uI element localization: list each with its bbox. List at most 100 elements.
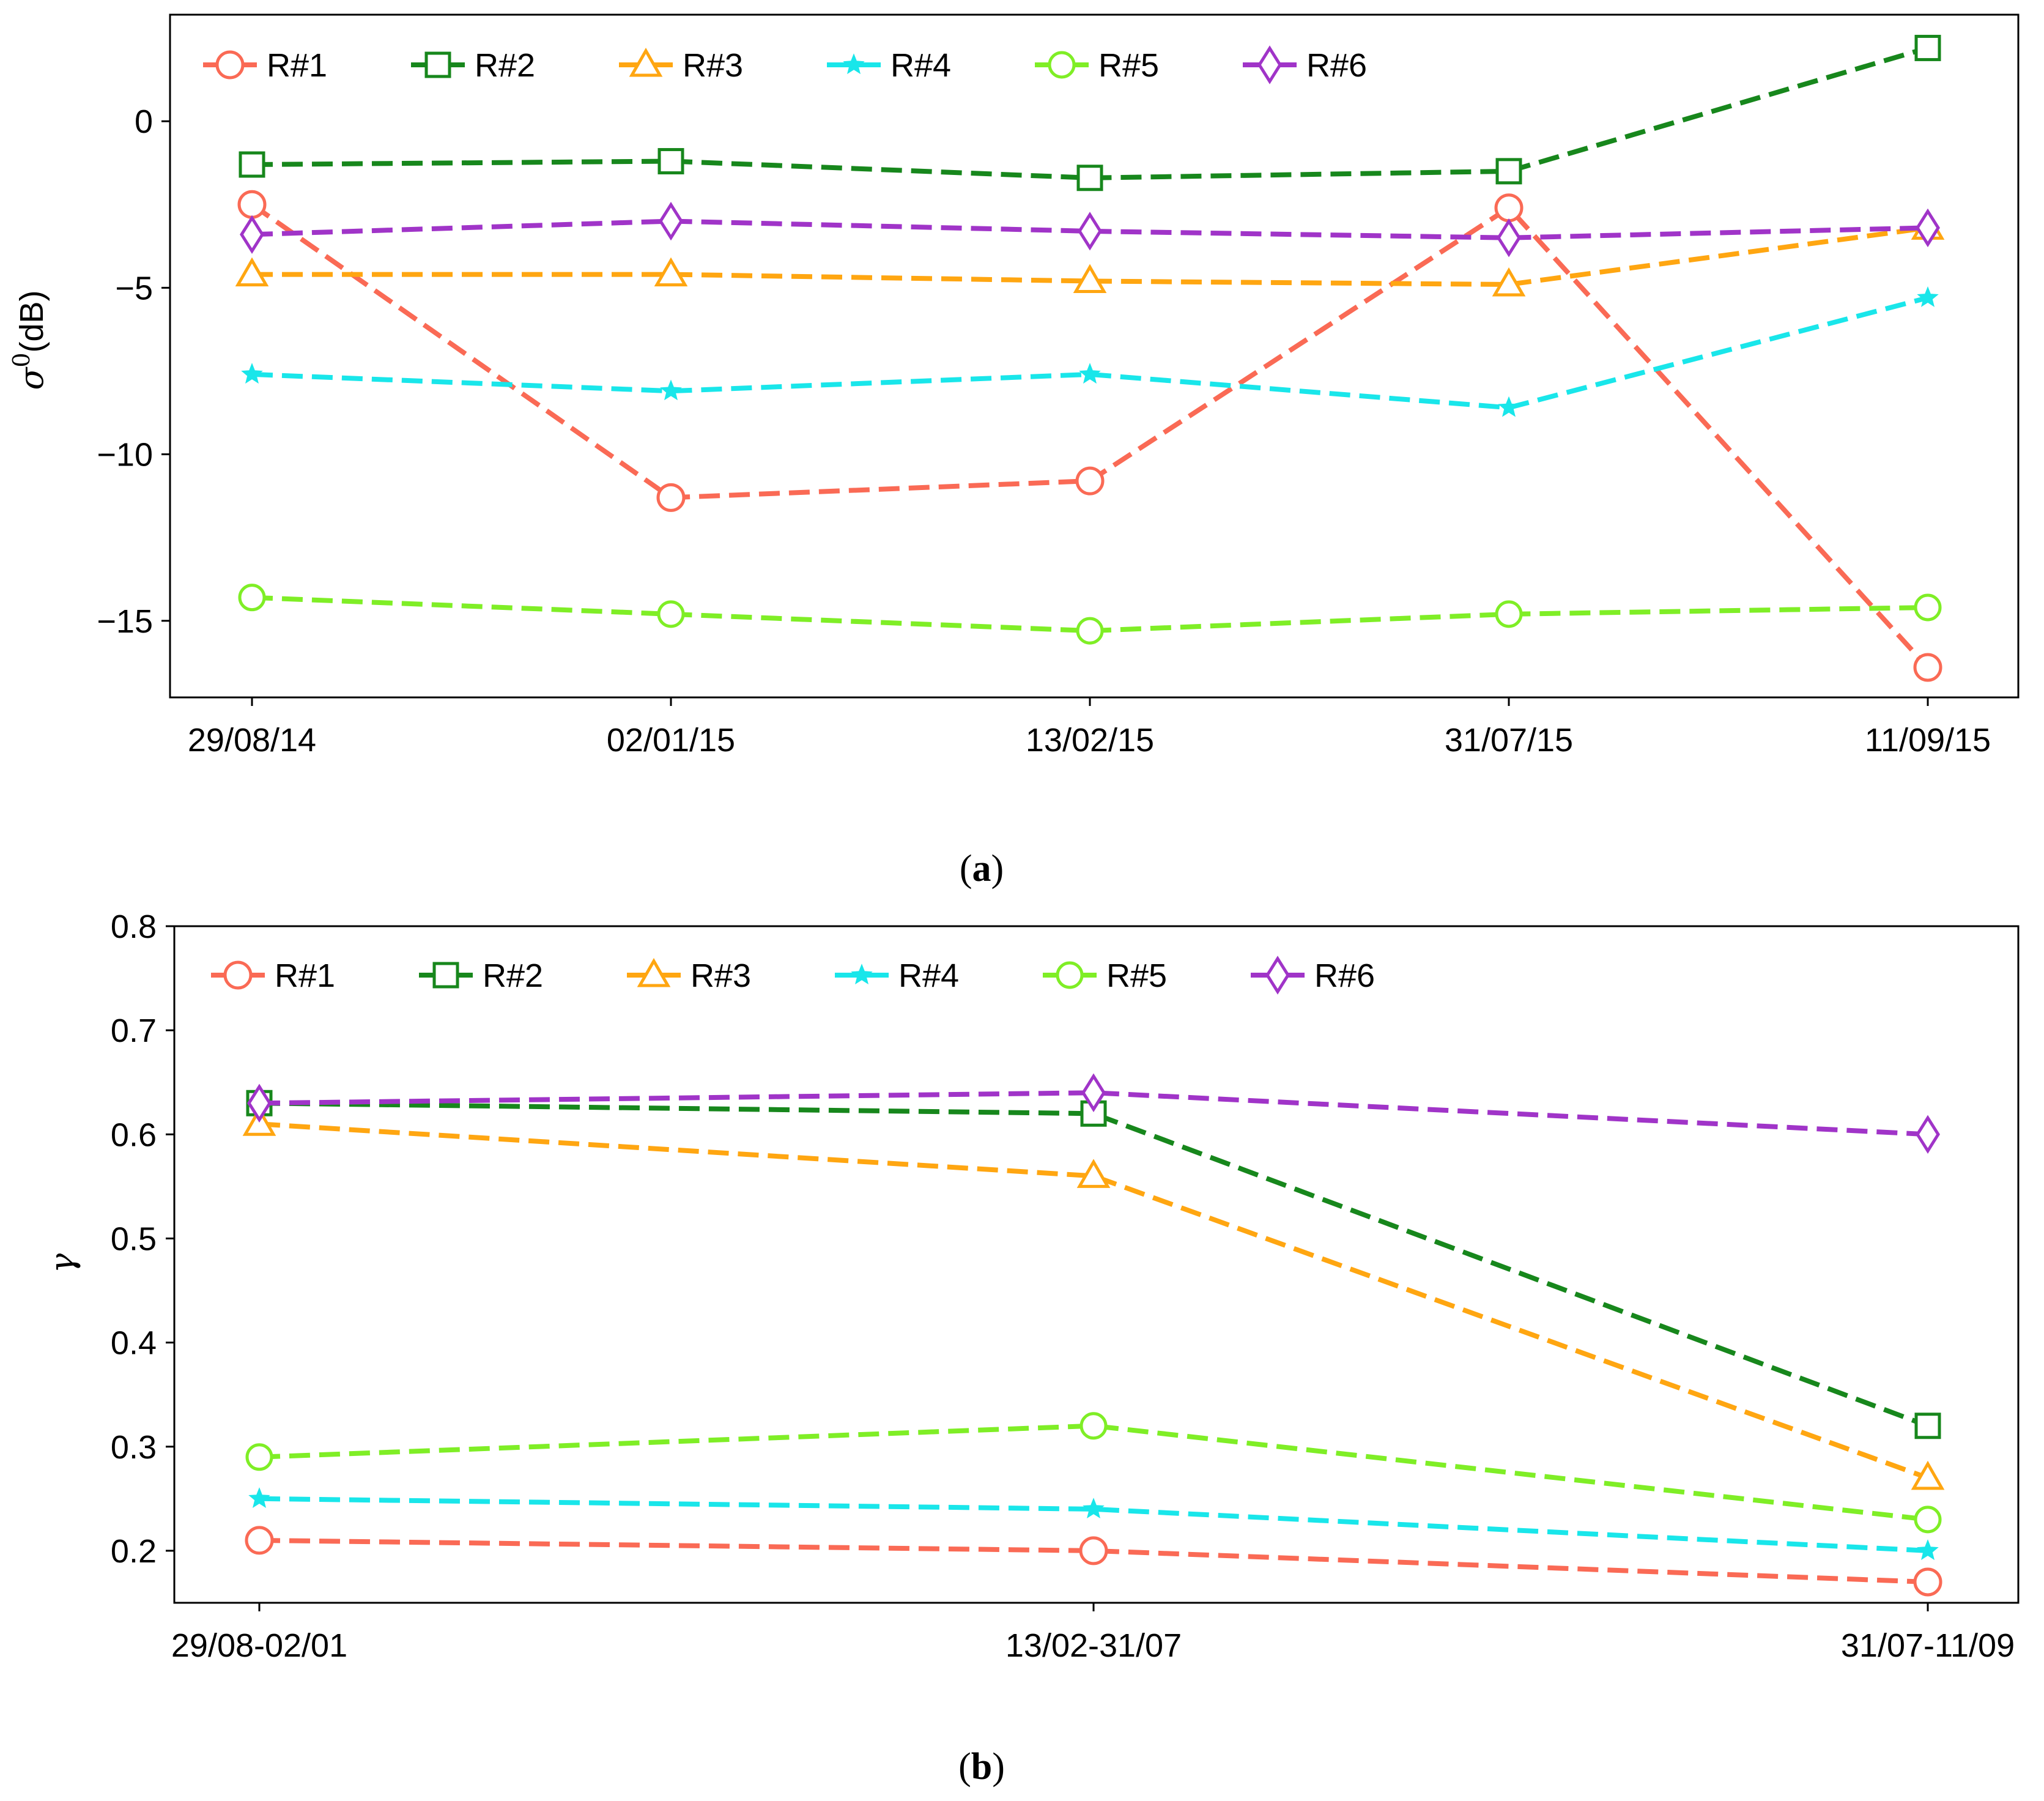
caption-close: ) bbox=[992, 1746, 1005, 1788]
series-line bbox=[259, 1423, 1928, 1522]
caption-letter: b bbox=[971, 1746, 992, 1788]
caption-open: ( bbox=[958, 1746, 971, 1788]
x-tick-label: 13/02-31/07 bbox=[1005, 1627, 1182, 1664]
legend-label: R#2 bbox=[483, 957, 543, 994]
x-tick-label: 29/08/14 bbox=[188, 722, 316, 759]
legend-item: R#4 bbox=[827, 47, 951, 84]
data-point bbox=[238, 584, 266, 612]
legend-item: R#3 bbox=[627, 957, 751, 994]
data-point bbox=[1913, 653, 1942, 682]
series-R#6 bbox=[247, 1073, 1940, 1154]
series-R#5 bbox=[238, 584, 1942, 645]
data-point bbox=[1079, 363, 1101, 384]
legend-label: R#4 bbox=[898, 957, 959, 994]
data-point bbox=[241, 363, 263, 384]
data-point bbox=[1076, 617, 1104, 645]
series-R#6 bbox=[240, 201, 1940, 258]
legend-label: R#3 bbox=[683, 47, 743, 84]
legend-label: R#2 bbox=[475, 47, 535, 84]
x-tick-label: 31/07-11/09 bbox=[1841, 1627, 2015, 1664]
legend-item: R#5 bbox=[1035, 47, 1159, 84]
data-point bbox=[1914, 593, 1942, 622]
data-point bbox=[1914, 1506, 1942, 1534]
legend-label: R#6 bbox=[1314, 957, 1375, 994]
legend-item: R#6 bbox=[1243, 45, 1367, 84]
legend-marker bbox=[1056, 961, 1084, 989]
data-point bbox=[1075, 466, 1105, 496]
series-R#5 bbox=[245, 1412, 1942, 1534]
legend-label: R#1 bbox=[275, 957, 335, 994]
legend-label: R#6 bbox=[1306, 47, 1367, 84]
series-R#2 bbox=[246, 1090, 1941, 1439]
data-point bbox=[1495, 158, 1522, 185]
y-tick-label: −10 bbox=[97, 437, 153, 473]
legend-label: R#5 bbox=[1106, 957, 1167, 994]
y-axis-label: γ bbox=[43, 1253, 81, 1273]
series-line bbox=[251, 595, 1928, 634]
y-tick-label: 0 bbox=[135, 103, 153, 140]
legend-marker bbox=[637, 957, 671, 987]
legend-label: R#1 bbox=[267, 47, 327, 84]
legend-marker bbox=[223, 960, 253, 990]
y-tick-label: −15 bbox=[97, 603, 153, 640]
y-axis-superscript: 0 bbox=[8, 352, 35, 367]
data-point bbox=[1081, 1073, 1106, 1112]
data-point bbox=[1076, 1159, 1111, 1188]
legend-item: R#3 bbox=[619, 47, 743, 84]
series-line bbox=[259, 1090, 1928, 1137]
data-point bbox=[247, 1083, 272, 1123]
data-point bbox=[1497, 218, 1521, 258]
x-tick-label: 02/01/15 bbox=[607, 722, 735, 759]
chart-panel-a: 0 −5 −10 −15 29/08/14 02/01/15 13/02/15 31/07/1… bbox=[8, 13, 2020, 889]
series-line bbox=[251, 295, 1929, 410]
data-point bbox=[240, 215, 264, 254]
y-tick-label: −5 bbox=[115, 270, 153, 306]
legend-item: R#1 bbox=[203, 47, 327, 84]
legend-marker bbox=[1048, 51, 1076, 79]
data-point bbox=[654, 257, 688, 287]
panel-caption: (a) bbox=[960, 848, 1004, 889]
legend-item: R#2 bbox=[419, 957, 543, 994]
legend-marker bbox=[843, 53, 865, 75]
series-R#4 bbox=[248, 1487, 1939, 1561]
series-line bbox=[251, 45, 1929, 180]
legend-label: R#5 bbox=[1098, 47, 1159, 84]
data-point bbox=[245, 1443, 273, 1471]
data-point bbox=[1917, 286, 1939, 307]
y-tick-label: 0.8 bbox=[111, 908, 157, 945]
caption-close: ) bbox=[991, 848, 1004, 889]
legend-marker bbox=[215, 50, 245, 80]
legend-label: R#3 bbox=[691, 957, 751, 994]
legend: R#1 R#2 R#3 R#4 R#5 R#6 bbox=[203, 45, 1367, 84]
legend-marker bbox=[424, 51, 451, 78]
y-axis-label: σ0(dB) bbox=[8, 290, 51, 390]
data-point bbox=[235, 257, 269, 287]
series-line bbox=[259, 1101, 1929, 1428]
legend-label: R#4 bbox=[891, 47, 951, 84]
data-point bbox=[656, 483, 686, 512]
legend-marker bbox=[1265, 956, 1290, 995]
y-axis-symbol: γ bbox=[43, 1253, 81, 1273]
legend-item: R#6 bbox=[1251, 956, 1375, 995]
data-point bbox=[1914, 1413, 1941, 1439]
legend-marker bbox=[432, 962, 459, 989]
legend-item: R#1 bbox=[211, 957, 335, 994]
caption-letter: a bbox=[972, 848, 991, 889]
series-R#1 bbox=[237, 190, 1942, 682]
x-tick-label: 31/07/15 bbox=[1445, 722, 1573, 759]
y-axis-symbol: σ bbox=[12, 366, 51, 390]
series-R#1 bbox=[245, 1526, 1942, 1597]
caption-open: ( bbox=[960, 848, 972, 889]
data-point bbox=[657, 600, 685, 628]
y-tick-label: 0.4 bbox=[111, 1325, 157, 1362]
data-point bbox=[1494, 193, 1524, 223]
data-point bbox=[237, 190, 267, 219]
y-tick-label: 0.3 bbox=[111, 1429, 157, 1466]
legend-marker bbox=[1257, 45, 1282, 84]
y-tick-label: 0.6 bbox=[111, 1116, 157, 1153]
x-tick-label: 11/09/15 bbox=[1865, 722, 1991, 759]
data-point bbox=[245, 1526, 274, 1555]
x-tick-label: 13/02/15 bbox=[1026, 722, 1154, 759]
legend-item: R#5 bbox=[1043, 957, 1167, 994]
